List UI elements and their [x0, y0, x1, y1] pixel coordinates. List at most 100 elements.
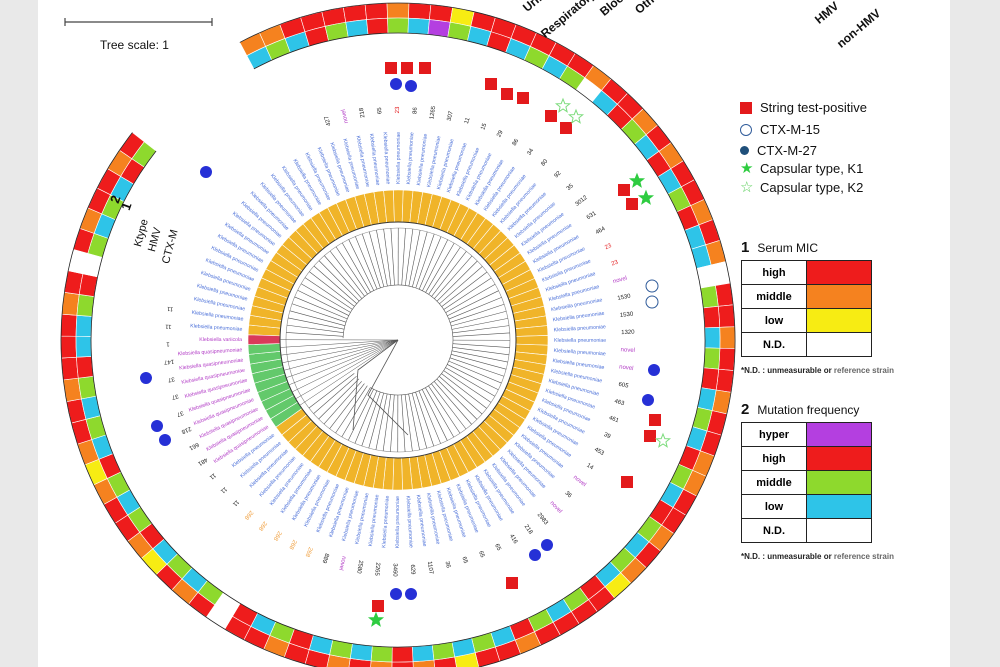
- legend-row: N.D.: [741, 332, 872, 357]
- ctx-m-27-marker: [390, 78, 402, 90]
- species-label: Klebsiella pneumoniae: [368, 494, 381, 547]
- tree-branch: [299, 339, 399, 406]
- tree-branch: [280, 339, 399, 348]
- st-label: 14: [585, 463, 594, 472]
- ctx-m-27-marker: [390, 588, 402, 600]
- tree-branch: [308, 373, 355, 409]
- legend-label: String test-positive: [760, 100, 867, 115]
- tree-branch: [449, 357, 505, 377]
- tree-branch: [451, 318, 508, 330]
- tree-branch: [452, 347, 510, 356]
- st-label: 629: [409, 564, 416, 575]
- color-swatch: [806, 422, 872, 447]
- tree-branch: [433, 381, 472, 425]
- legend-row-label: high: [741, 446, 807, 471]
- mutation-frequency-ring-segment: [349, 643, 373, 662]
- serum-mic-ring-segment: [718, 347, 736, 371]
- tree-branch: [451, 350, 508, 363]
- mutation-frequency-title: 2 Mutation frequency: [741, 401, 859, 418]
- tree-branch: [329, 250, 365, 297]
- tree-branch: [447, 364, 499, 391]
- tree-branch: [443, 277, 492, 310]
- tree-branch: [361, 233, 381, 288]
- st-label: 1530: [620, 311, 635, 319]
- legend-row-label: middle: [741, 470, 807, 495]
- tree-branch: [335, 385, 368, 434]
- species-label: Klebsiella quasipneumoniae: [178, 347, 243, 357]
- mutation-frequency-number: 2: [741, 401, 750, 418]
- k1-marker: [637, 189, 655, 205]
- tree-branch: [375, 393, 388, 450]
- ctx-m-27-marker: [200, 166, 212, 178]
- tree-branch: [451, 310, 507, 327]
- st-label: 65: [377, 106, 384, 114]
- st-label: 147: [163, 358, 174, 365]
- k1-marker: [367, 611, 385, 627]
- tree-branch: [280, 339, 399, 356]
- tree-branch: [401, 228, 406, 286]
- serum-mic-ring-segment: [60, 335, 77, 359]
- tree-branch: [415, 392, 435, 447]
- tree-branch: [431, 383, 467, 430]
- tree-branch: [408, 393, 420, 450]
- ctx-m-15-marker: [645, 295, 659, 309]
- mutation-frequency-ring-segment: [703, 347, 721, 370]
- serum-mic-ring-segment: [717, 304, 736, 328]
- tree-branch: [368, 393, 384, 449]
- string-test-marker: [517, 92, 529, 104]
- st-label: 1320: [621, 330, 635, 336]
- st-label: 3012: [574, 195, 589, 208]
- tree-branch: [447, 290, 499, 317]
- st-label: 86: [512, 138, 521, 147]
- st-label: 11: [166, 305, 174, 312]
- st-label: 268: [287, 538, 297, 550]
- mutation-frequency-ring-segment: [411, 644, 435, 662]
- tree-branch: [425, 242, 455, 293]
- tree-branch: [347, 389, 374, 441]
- st-label: novel: [341, 108, 350, 123]
- tree-branch: [341, 387, 371, 438]
- st-label: 34: [527, 147, 536, 156]
- tree-branch: [341, 242, 371, 293]
- legend-string-test: String test-positive: [740, 100, 867, 115]
- tree-branch: [324, 255, 363, 299]
- st-label: novel: [572, 475, 587, 489]
- st-label: 427: [324, 115, 333, 127]
- ctx-m-15-marker: [645, 279, 659, 293]
- mutation-frequency-ring-segment: [76, 356, 94, 379]
- string-test-marker: [626, 198, 638, 210]
- st-label: 218: [180, 425, 192, 435]
- species-label: Klebsiella pneumoniae: [552, 311, 605, 324]
- st-label: 661: [187, 441, 199, 451]
- serum-mic-ring-segment: [715, 368, 734, 393]
- tree-branch: [313, 265, 357, 304]
- tree-branch-arc: [342, 284, 454, 396]
- tree-branch: [418, 390, 441, 444]
- legend-ctx-m-27: CTX-M-27: [740, 143, 817, 158]
- tree-branch: [452, 343, 510, 348]
- tree-branch: [390, 394, 395, 452]
- species-label: Klebsiella pneumoniae: [553, 348, 606, 358]
- open-circle-icon: [740, 123, 752, 136]
- st-label: 268: [303, 546, 313, 558]
- legend-row-label: middle: [741, 284, 807, 309]
- tree-branch: [382, 394, 391, 452]
- legend-row: low: [741, 494, 872, 519]
- legend-row: high: [741, 260, 872, 285]
- species-label: Klebsiella pneumoniae: [404, 496, 413, 549]
- clade-strain-box: [515, 335, 549, 346]
- tree-branch: [428, 246, 461, 295]
- st-label: 36: [444, 561, 451, 569]
- legend-row-label: N.D.: [741, 332, 807, 357]
- legend-row-label: N.D.: [741, 518, 807, 543]
- tree-branch: [452, 325, 510, 334]
- st-label: 1: [166, 341, 170, 347]
- k2-marker: [654, 432, 672, 448]
- tree-branch: [448, 297, 502, 320]
- st-label: 416: [508, 533, 519, 545]
- tree-branch: [436, 378, 478, 420]
- tree-branch: [418, 236, 442, 290]
- st-label: 2265: [373, 562, 380, 576]
